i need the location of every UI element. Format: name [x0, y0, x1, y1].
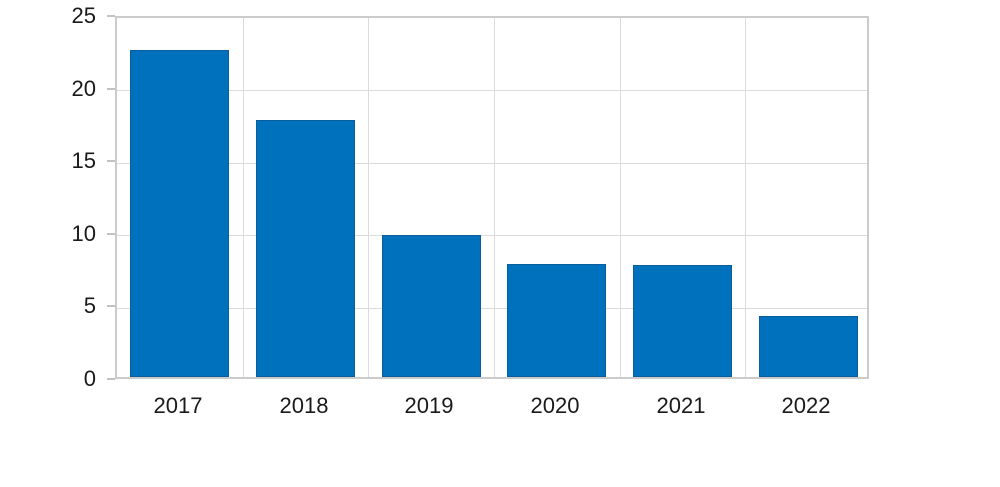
bar-2022: [759, 316, 858, 377]
y-tick-label: 0: [83, 366, 96, 391]
bar-2021: [633, 265, 732, 377]
h-gridline: [117, 162, 867, 164]
h-gridline: [117, 90, 867, 92]
bar-2020: [507, 264, 606, 377]
y-tick-label: 20: [71, 75, 96, 101]
v-gridline: [494, 18, 495, 377]
y-axis-tick: [107, 378, 115, 380]
x-tick-label: 2022: [781, 393, 831, 418]
x-tick-label: 2017: [153, 393, 203, 418]
y-axis-tick: [107, 87, 115, 90]
h-gridline: [117, 235, 867, 237]
y-tick-label: 15: [71, 148, 96, 174]
v-gridline: [745, 18, 746, 377]
y-tick-label: 25: [71, 3, 96, 28]
x-tick-label: 2019: [404, 393, 454, 418]
bar-2018: [256, 120, 355, 377]
y-axis-tick: [107, 15, 115, 17]
y-axis-tick: [107, 232, 115, 235]
y-axis-tick: [107, 160, 115, 163]
bar-2019: [382, 235, 481, 377]
v-gridline: [620, 18, 621, 377]
x-tick-label: 2020: [530, 393, 580, 418]
x-tick-label: 2018: [279, 393, 329, 418]
y-axis-tick: [107, 305, 115, 308]
v-gridline: [368, 18, 369, 377]
y-tick-label: 5: [83, 293, 96, 319]
x-tick-label: 2021: [656, 393, 706, 418]
v-gridline: [243, 18, 244, 377]
plot-area: [115, 16, 869, 379]
bar-2017: [130, 50, 229, 377]
h-gridline: [117, 307, 867, 309]
y-tick-label: 10: [71, 220, 96, 246]
